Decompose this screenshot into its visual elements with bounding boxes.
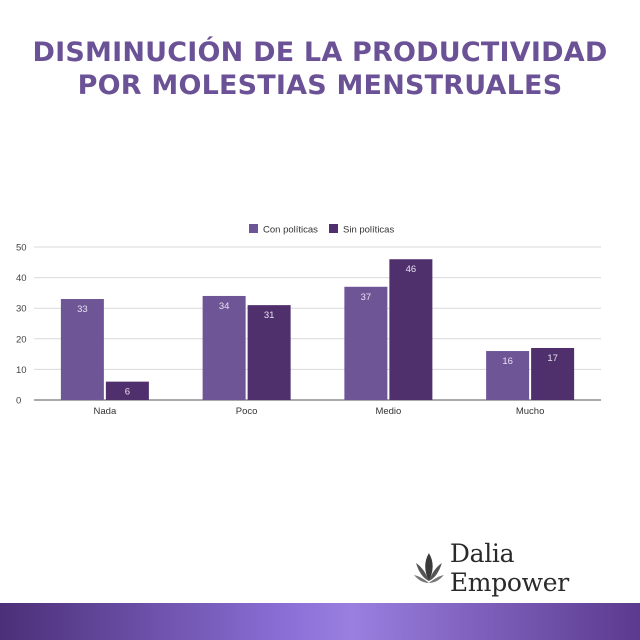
bar-mucho-series-1 bbox=[486, 351, 530, 400]
y-tick-label: 30 bbox=[16, 304, 27, 315]
x-tick-label: Poco bbox=[236, 406, 258, 417]
brand-logo: Dalia Empower bbox=[414, 539, 640, 597]
chart-title-line-1: DISMINUCIÓN DE LA PRODUCTIVIDAD bbox=[32, 37, 608, 68]
legend-swatch-series-1 bbox=[249, 224, 258, 233]
y-tick-label: 20 bbox=[16, 334, 27, 345]
x-tick-label: Medio bbox=[375, 406, 401, 417]
y-tick-label: 50 bbox=[16, 243, 27, 254]
bar-nada-series-2 bbox=[105, 381, 149, 400]
bar-poco-series-2 bbox=[247, 305, 291, 400]
bar-data-label: 46 bbox=[406, 264, 417, 275]
bar-poco-series-1 bbox=[202, 295, 246, 400]
bar-medio-series-1 bbox=[344, 286, 388, 400]
footer-gradient-band bbox=[0, 603, 640, 640]
bar-nada-series-1 bbox=[60, 299, 104, 400]
bar-medio-series-2 bbox=[389, 259, 433, 400]
x-tick-label: Nada bbox=[94, 406, 117, 417]
bar-mucho-series-2 bbox=[531, 347, 575, 400]
bar-data-label: 34 bbox=[219, 301, 230, 312]
bar-data-label: 33 bbox=[77, 304, 88, 315]
legend-label-series-1: Con políticas bbox=[263, 225, 318, 236]
bar-data-label: 16 bbox=[502, 356, 513, 367]
chart-title-line-2: POR MOLESTIAS MENSTRUALES bbox=[77, 70, 563, 101]
chart-title: DISMINUCIÓN DE LA PRODUCTIVIDAD POR MOLE… bbox=[0, 36, 640, 102]
legend-swatch-series-2 bbox=[329, 224, 338, 233]
y-tick-label: 0 bbox=[16, 396, 21, 407]
x-tick-label: Mucho bbox=[516, 406, 545, 417]
bar-data-label: 31 bbox=[264, 310, 275, 321]
legend-label-series-2: Sin políticas bbox=[343, 225, 394, 236]
y-tick-label: 10 bbox=[16, 365, 27, 376]
bar-data-label: 37 bbox=[361, 292, 372, 303]
bar-data-label: 6 bbox=[125, 387, 130, 398]
y-tick-label: 40 bbox=[16, 273, 27, 284]
bar-data-label: 17 bbox=[547, 353, 558, 364]
lotus-icon bbox=[414, 553, 444, 583]
brand-name: Dalia Empower bbox=[449, 539, 569, 597]
